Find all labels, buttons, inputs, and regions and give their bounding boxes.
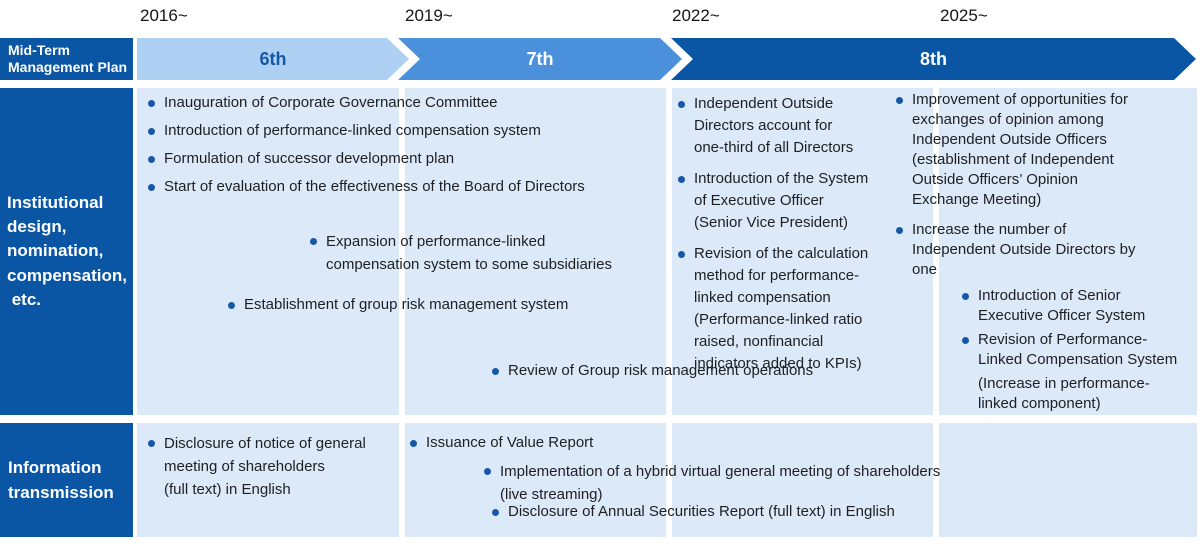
item-text: Implementation of a hybrid virtual gener… <box>500 463 941 503</box>
timeline-item: Independent Outside Directors account fo… <box>678 93 928 159</box>
bullet-icon <box>310 238 317 245</box>
row1-col4-sub-items: Introduction of Senior Executive Officer… <box>962 286 1192 418</box>
timeline-item-continuation: (Increase in performance- linked compone… <box>962 374 1192 414</box>
row1-col4-items: Improvement of opportunities for exchang… <box>896 90 1161 290</box>
year-label-2025: 2025~ <box>940 6 988 25</box>
panel-row2-col2 <box>405 423 666 537</box>
item-text: Disclosure of Annual Securities Report (… <box>508 503 895 520</box>
timeline-item: Start of evaluation of the effectiveness… <box>148 177 708 197</box>
bullet-icon <box>148 128 155 135</box>
period-label-6th: 6th <box>259 48 287 69</box>
timeline-item: Formulation of successor development pla… <box>148 149 708 169</box>
item-text: Start of evaluation of the effectiveness… <box>164 178 585 195</box>
row-label-information-transmission: Information transmission <box>0 423 133 537</box>
timeline-item: Issuance of Value Report <box>410 433 710 453</box>
timeline-item: Inauguration of Corporate Governance Com… <box>148 93 708 113</box>
period-band-8th: 8th <box>671 38 1196 80</box>
timeline-item: Review of Group risk management operatio… <box>492 361 912 381</box>
item-text: Revision of Performance- Linked Compensa… <box>978 331 1178 368</box>
panel-row1-col4 <box>939 88 1197 415</box>
year-label-2019: 2019~ <box>405 6 453 25</box>
period-band-7th: 7th <box>398 38 682 80</box>
bullet-icon <box>896 97 903 104</box>
item-text: Increase the number of Independent Outsi… <box>912 221 1136 278</box>
bullet-icon <box>148 184 155 191</box>
row1-col1-items: Inauguration of Corporate Governance Com… <box>148 93 708 205</box>
timeline-item: Establishment of group risk management s… <box>228 295 648 315</box>
timeline-item: Improvement of opportunities for exchang… <box>896 90 1161 210</box>
panel-row1-col3 <box>672 88 933 415</box>
item-text: Review of Group risk management operatio… <box>508 362 814 379</box>
bullet-icon <box>148 156 155 163</box>
timeline-item: Introduction of Senior Executive Officer… <box>962 286 1192 326</box>
item-text: Introduction of performance-linked compe… <box>164 122 541 139</box>
item-text: Issuance of Value Report <box>426 434 594 451</box>
panel-row2-col4 <box>939 423 1197 537</box>
period-label-7th: 7th <box>526 48 554 69</box>
item-text: Independent Outside Directors account fo… <box>694 95 854 156</box>
panel-row2-col1 <box>137 423 399 537</box>
bullet-icon <box>148 100 155 107</box>
timeline-item: Revision of Performance- Linked Compensa… <box>962 330 1192 370</box>
timeline-item: Increase the number of Independent Outsi… <box>896 220 1161 280</box>
item-text: (Increase in performance- linked compone… <box>978 375 1150 412</box>
bullet-icon <box>148 440 155 447</box>
timeline-item: Introduction of the System of Executive … <box>678 168 928 234</box>
timeline-item: Expansion of performance-linked compensa… <box>310 230 670 276</box>
item-text: Improvement of opportunities for exchang… <box>912 91 1128 208</box>
item-text: Revision of the calculation method for p… <box>694 245 869 372</box>
bullet-icon <box>678 101 685 108</box>
item-text: Establishment of group risk management s… <box>244 296 569 313</box>
bullet-icon <box>492 368 499 375</box>
item-text: Introduction of Senior Executive Officer… <box>978 287 1146 324</box>
timeline-item: Revision of the calculation method for p… <box>678 243 928 375</box>
row1-col3-items: Independent Outside Directors account fo… <box>678 93 928 384</box>
bullet-icon <box>492 509 499 516</box>
bullet-icon <box>484 468 491 475</box>
bullet-icon <box>228 302 235 309</box>
panel-row1-col2 <box>405 88 666 415</box>
mid-term-plan-header: Mid-Term Management Plan <box>0 38 133 80</box>
timeline-item: Introduction of performance-linked compe… <box>148 121 708 141</box>
item-text: Disclosure of notice of general meeting … <box>164 435 366 498</box>
bullet-icon <box>962 337 969 344</box>
mid-term-plan-label: Mid-Term Management Plan <box>8 41 128 76</box>
item-text: Inauguration of Corporate Governance Com… <box>164 94 498 111</box>
year-label-2016: 2016~ <box>140 6 188 25</box>
item-text: Introduction of the System of Executive … <box>694 170 869 231</box>
panel-row2-col3 <box>672 423 933 537</box>
item-text: Expansion of performance-linked compensa… <box>326 233 612 273</box>
bullet-icon <box>678 176 685 183</box>
timeline-item: Disclosure of Annual Securities Report (… <box>492 502 1012 522</box>
timeline-item: Disclosure of notice of general meeting … <box>148 432 388 501</box>
row-label-institutional-design: Institutional design, nomination, compen… <box>0 88 133 415</box>
item-text: Formulation of successor development pla… <box>164 150 455 167</box>
bullet-icon <box>410 440 417 447</box>
bullet-icon <box>962 293 969 300</box>
period-band-6th: 6th <box>137 38 409 80</box>
bullet-icon <box>896 227 903 234</box>
panel-row1-col1 <box>137 88 399 415</box>
period-label-8th: 8th <box>920 48 947 69</box>
bullet-icon <box>678 251 685 258</box>
timeline-item: Implementation of a hybrid virtual gener… <box>484 460 1044 506</box>
year-label-2022: 2022~ <box>672 6 720 25</box>
